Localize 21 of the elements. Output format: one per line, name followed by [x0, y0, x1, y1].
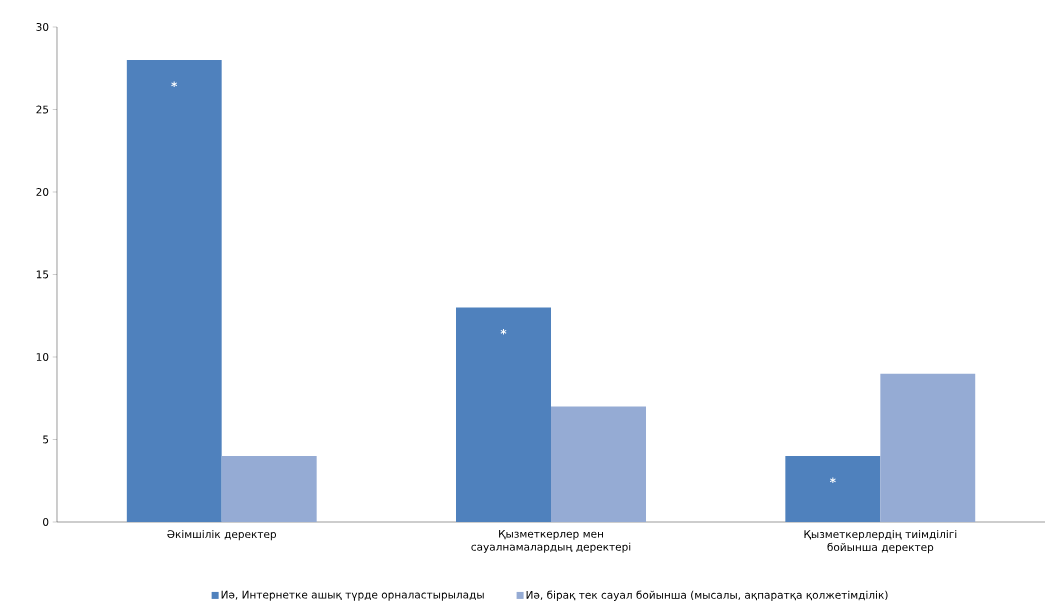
annotation: * — [171, 81, 178, 88]
y-tick-label: 30 — [36, 23, 49, 31]
y-tick-label: 5 — [43, 435, 49, 444]
bar — [221, 456, 317, 522]
y-tick-label: 10 — [36, 353, 49, 361]
y-tick-label: 25 — [36, 105, 49, 114]
bar — [126, 60, 222, 522]
annotation: * — [500, 329, 507, 335]
annotation: * — [829, 477, 836, 484]
bar — [880, 373, 976, 522]
x-tick-label: Қызметкерлердің тиімділігі бойынша деректер — [804, 529, 957, 554]
bar — [551, 406, 647, 522]
x-tick-label: Әкімшілік деректер — [167, 529, 277, 541]
legend-label: Иә, Интернетке ашық түрде орналастырылады — [221, 590, 484, 601]
bar — [785, 456, 881, 522]
y-tick-label: 0 — [43, 518, 49, 526]
x-tick-label: Қызметкерлер мен сауалнамалардың деректері — [471, 529, 631, 553]
bar — [456, 307, 551, 522]
y-tick-label: 20 — [36, 188, 49, 196]
y-tick-label: 15 — [36, 270, 49, 279]
legend-label: Иә, бірақ тек сауал бойынша (мысалы, ақпаратқа қолжетімділік) — [526, 590, 888, 601]
